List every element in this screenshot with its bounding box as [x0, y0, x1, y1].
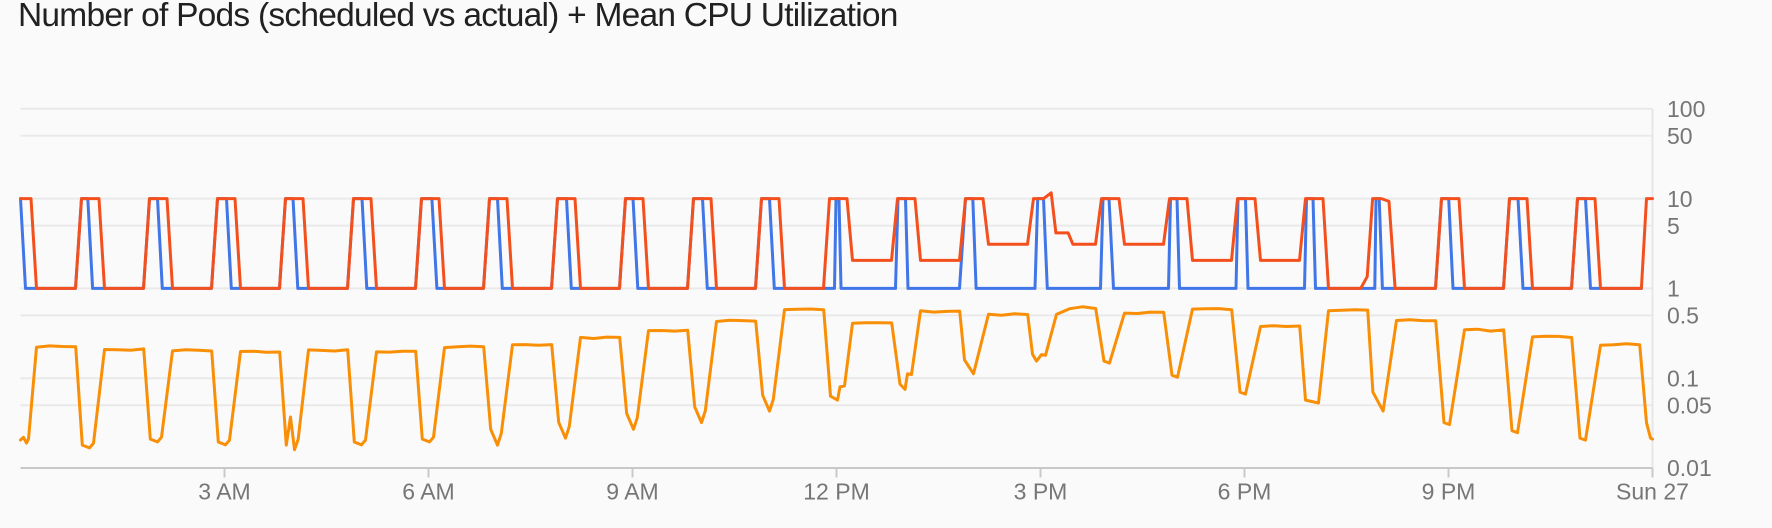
svg-text:9 AM: 9 AM: [606, 479, 658, 505]
svg-text:6 AM: 6 AM: [402, 479, 454, 505]
svg-text:0.01: 0.01: [1667, 455, 1712, 481]
svg-text:3 PM: 3 PM: [1014, 479, 1068, 505]
svg-text:0.5: 0.5: [1667, 303, 1699, 329]
svg-text:10: 10: [1667, 186, 1693, 212]
svg-text:5: 5: [1667, 213, 1680, 239]
svg-text:50: 50: [1667, 123, 1693, 149]
svg-text:0.05: 0.05: [1667, 392, 1712, 418]
svg-text:12 PM: 12 PM: [803, 479, 869, 505]
svg-text:Sun 27: Sun 27: [1616, 479, 1689, 505]
svg-text:3 AM: 3 AM: [198, 479, 250, 505]
svg-text:9 PM: 9 PM: [1422, 479, 1476, 505]
svg-text:0.1: 0.1: [1667, 365, 1699, 391]
svg-text:1: 1: [1667, 276, 1680, 302]
svg-text:6 PM: 6 PM: [1218, 479, 1272, 505]
svg-text:100: 100: [1667, 96, 1705, 122]
